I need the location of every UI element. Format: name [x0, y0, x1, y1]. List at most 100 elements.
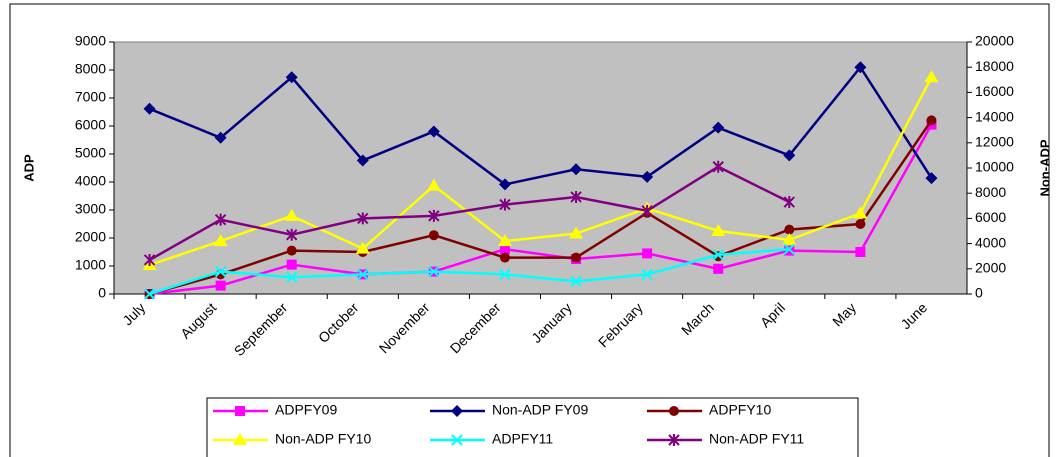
- point: [641, 268, 653, 281]
- point: [570, 275, 582, 288]
- point: [428, 265, 440, 278]
- y-tick-label: 4000: [75, 173, 106, 189]
- point: [497, 234, 512, 247]
- legend-box: [206, 397, 859, 457]
- y-tick-label: 8000: [75, 61, 106, 77]
- series-line: [149, 119, 933, 296]
- legend-label: Non-ADP FY10: [275, 431, 371, 447]
- point: [571, 252, 582, 263]
- point: [783, 196, 795, 209]
- series: [143, 61, 938, 191]
- y2-tick-label: 20000: [975, 33, 1014, 49]
- point: [499, 268, 511, 281]
- point: [143, 102, 156, 115]
- point: [357, 212, 369, 225]
- point: [712, 249, 724, 261]
- point: [428, 209, 440, 222]
- legend-label: ADPFY11: [492, 431, 553, 447]
- point: [285, 71, 298, 84]
- series-line: [149, 123, 933, 296]
- legend-label: ADPFY09: [275, 402, 337, 418]
- point: [855, 219, 866, 229]
- legend-label: ADPFY10: [709, 402, 771, 418]
- series-line: [149, 247, 790, 296]
- legend-marker: [233, 433, 247, 445]
- point: [641, 170, 654, 183]
- y-tick-label: 1000: [75, 257, 106, 273]
- series: [143, 160, 795, 266]
- point: [642, 248, 653, 259]
- point: [286, 245, 297, 256]
- point: [499, 198, 511, 211]
- y-tick-label: 5000: [75, 145, 106, 161]
- point: [855, 247, 866, 257]
- y2-tick-label: 2000: [975, 260, 1006, 276]
- series-line: [148, 165, 790, 262]
- y-tick-label: 3000: [75, 201, 106, 217]
- y-tick-label: 2000: [75, 229, 106, 245]
- point: [286, 259, 297, 270]
- y2-tick-label: 10000: [975, 159, 1014, 175]
- point: [143, 288, 156, 300]
- point: [499, 252, 510, 263]
- y2-tick-label: 8000: [975, 184, 1006, 200]
- point: [570, 163, 583, 176]
- point: [213, 234, 228, 247]
- point: [853, 206, 868, 219]
- series-line: [149, 76, 933, 267]
- series-line: [149, 65, 933, 186]
- point: [428, 230, 439, 241]
- y2-tick-label: 18000: [975, 58, 1014, 74]
- point: [427, 125, 440, 138]
- y-tick-label: 9000: [75, 33, 106, 49]
- point: [426, 178, 441, 191]
- point: [926, 115, 937, 126]
- point: [286, 271, 298, 283]
- plot-area: [113, 41, 968, 295]
- point: [286, 228, 298, 241]
- y-axis-title: ADP: [21, 154, 36, 182]
- point: [499, 244, 510, 255]
- point: [214, 131, 227, 144]
- point: [712, 160, 724, 173]
- y-tick-label: 0: [98, 285, 106, 301]
- point: [783, 149, 796, 162]
- point: [924, 70, 939, 83]
- point: [357, 268, 369, 281]
- point: [712, 121, 725, 134]
- point: [854, 61, 867, 74]
- legend-marker: [451, 434, 463, 446]
- y-tick-label: 6000: [75, 117, 106, 133]
- point: [782, 232, 797, 245]
- point: [570, 190, 582, 203]
- point: [214, 213, 227, 226]
- y2-tick-label: 16000: [975, 83, 1014, 99]
- legend-marker: [451, 405, 463, 417]
- legend-label: Non-ADP FY11: [709, 431, 804, 447]
- series: [143, 243, 795, 300]
- point: [355, 241, 370, 254]
- y2-tick-label: 4000: [975, 234, 1006, 250]
- point: [713, 263, 724, 274]
- point: [356, 154, 369, 167]
- point: [143, 253, 156, 266]
- y2-tick-label: 14000: [975, 108, 1014, 124]
- y-tick-label: 7000: [75, 89, 106, 105]
- legend-label: Non-ADP FY09: [492, 402, 588, 418]
- point: [711, 224, 726, 236]
- y2-tick-label: 6000: [975, 209, 1006, 225]
- legend-marker: [668, 434, 680, 446]
- point: [214, 265, 227, 278]
- point: [284, 208, 299, 221]
- point: [925, 172, 938, 185]
- point: [783, 243, 795, 255]
- y2-tick-label: 12000: [975, 134, 1014, 150]
- point: [498, 178, 511, 191]
- legend-marker: [235, 406, 245, 416]
- point: [641, 204, 653, 217]
- point: [215, 280, 226, 291]
- y2-axis-title: Non-ADP: [1037, 139, 1052, 196]
- y2-tick-label: 0: [975, 285, 983, 301]
- legend-marker: [669, 406, 679, 416]
